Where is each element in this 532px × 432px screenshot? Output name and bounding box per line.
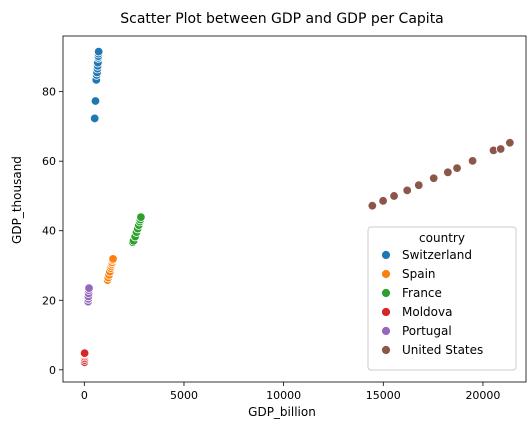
legend-marker-moldova: [381, 307, 391, 317]
legend-title: country: [419, 231, 465, 245]
y-tick-label: 0: [49, 364, 56, 377]
x-tick-label: 15000: [366, 389, 401, 402]
legend-label-moldova: Moldova: [402, 305, 452, 319]
legend-marker-france: [381, 288, 391, 298]
chart-title: Scatter Plot between GDP and GDP per Cap…: [120, 11, 444, 27]
point-switzerland: [93, 46, 104, 57]
x-tick-label: 5000: [170, 389, 198, 402]
point-united-states: [414, 180, 424, 190]
legend-label-portugal: Portugal: [402, 324, 452, 338]
plot-area: [62, 35, 527, 383]
legend-marker-portugal: [381, 326, 391, 336]
legend-marker-spain: [381, 269, 391, 279]
legend-label-spain: Spain: [402, 267, 436, 281]
point-united-states: [389, 191, 399, 201]
point-united-states: [452, 163, 462, 173]
legend: country Switzerland Spain France Moldova Por…: [367, 226, 517, 371]
point-switzerland: [90, 96, 101, 106]
y-tick-label: 40: [42, 225, 56, 238]
x-tick-label: 20000: [465, 389, 500, 402]
legend-items: Switzerland Spain France Moldova Portugal Uni…: [381, 248, 483, 357]
legend-marker-united-states: [381, 345, 391, 355]
point-united-states: [429, 173, 439, 183]
y-tick-label: 80: [42, 86, 56, 99]
point-united-states: [402, 185, 412, 196]
y-axis: 0 20 40 60 80: [42, 86, 63, 377]
point-united-states: [378, 196, 388, 206]
point-portugal: [84, 283, 94, 293]
x-tick-label: 10000: [266, 389, 301, 402]
point-france: [136, 212, 146, 222]
point-united-states: [367, 200, 378, 211]
legend-marker-switzerland: [381, 250, 391, 260]
point-united-states: [495, 144, 506, 154]
point-moldova: [79, 348, 90, 358]
legend-label-united-states: United States: [402, 343, 483, 357]
legend-label-france: France: [402, 286, 442, 300]
y-tick-label: 60: [42, 155, 56, 168]
x-tick-label: 0: [81, 389, 88, 402]
y-tick-label: 20: [42, 294, 56, 307]
legend-label-switzerland: Switzerland: [402, 248, 472, 262]
y-axis-label: GDP_thousand: [10, 156, 24, 244]
point-switzerland: [89, 113, 100, 124]
x-axis-label: GDP_billion: [248, 405, 316, 419]
x-axis: 0 5000 10000 15000 20000: [81, 382, 500, 402]
point-united-states: [467, 156, 478, 166]
point-united-states: [443, 167, 453, 178]
point-spain: [108, 254, 118, 264]
legend-box: [367, 226, 517, 371]
data-points: [79, 46, 515, 367]
point-united-states: [505, 138, 515, 148]
